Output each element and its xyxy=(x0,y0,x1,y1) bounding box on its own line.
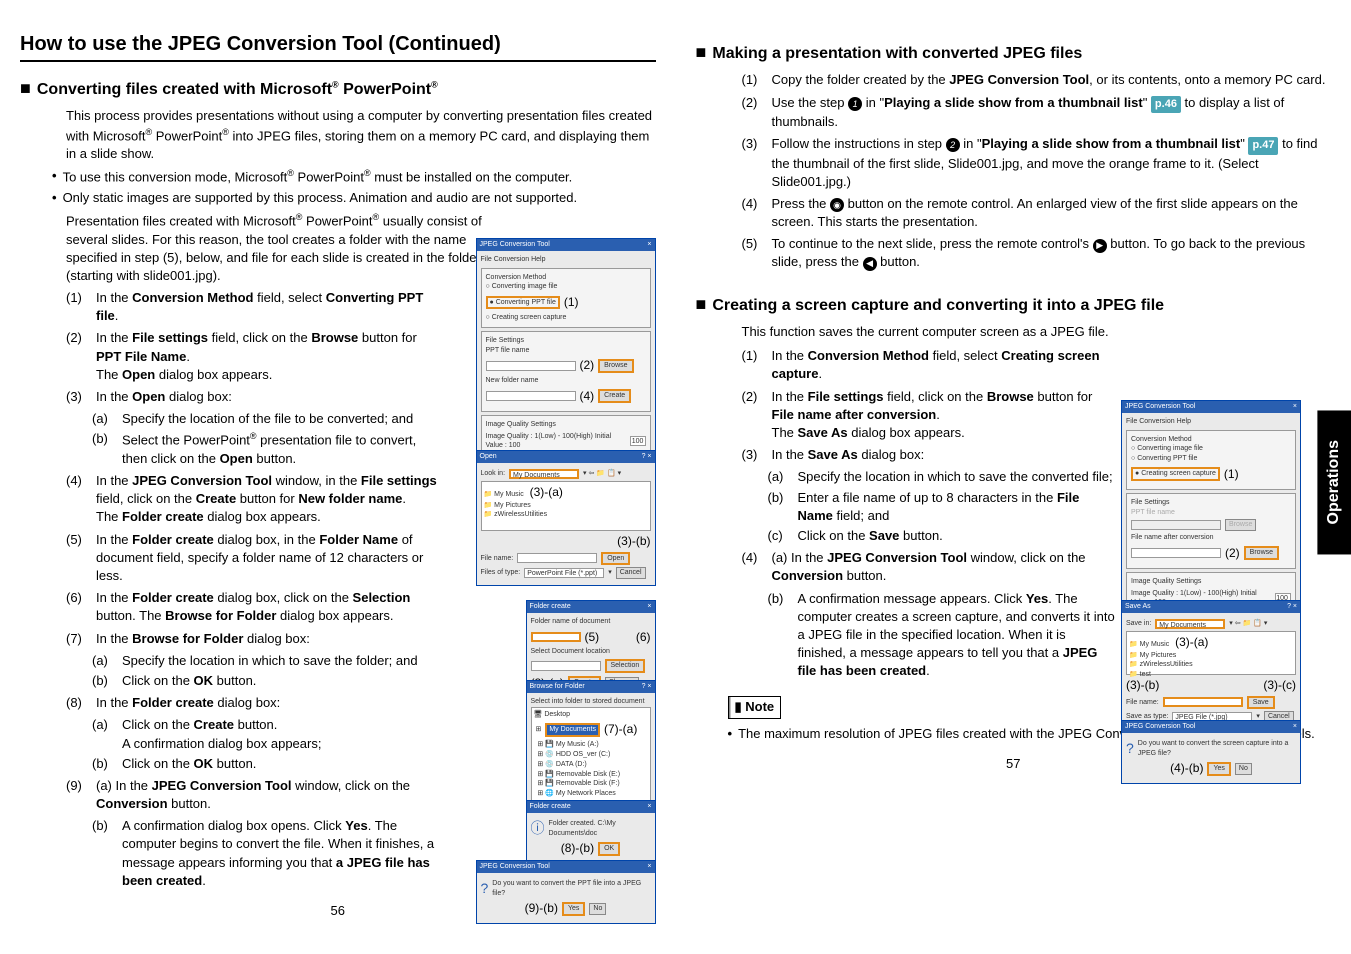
c-step-3c: (c)Click on the Save button. xyxy=(768,527,1116,545)
step-9b: (b)A confirmation dialog box opens. Clic… xyxy=(92,817,440,890)
c-step-4: (4) (a) In the JPEG Conversion Tool wind… xyxy=(742,549,1116,585)
step-6: (6) In the Folder create dialog box, cli… xyxy=(66,589,440,625)
screenshot-confirm-capture: JPEG Conversion Tool× ? Do you want to c… xyxy=(1121,720,1301,784)
left-page: How to use the JPEG Conversion Tool (Con… xyxy=(20,30,656,920)
h1-text-2: PowerPoint xyxy=(339,81,431,98)
intro-paragraph: This process provides presentations with… xyxy=(66,107,656,163)
c-step-1: (1) In the Conversion Method field, sele… xyxy=(742,347,1116,383)
c-step-2: (2) In the File settings field, click on… xyxy=(742,388,1116,443)
section-heading-capture: ■Creating a screen capture and convertin… xyxy=(696,292,1332,317)
step-7: (7) In the Browse for Folder dialog box: xyxy=(66,630,440,648)
r-step-5: (5) To continue to the next slide, press… xyxy=(742,235,1332,271)
capture-intro: This function saves the current computer… xyxy=(742,323,1332,341)
step-3a: (a)Specify the location of the file to b… xyxy=(92,410,440,428)
step-3b: (b)Select the PowerPoint® presentation f… xyxy=(92,430,440,468)
c-step-3: (3) In the Save As dialog box: xyxy=(742,446,1116,464)
r-step-3: (3) Follow the instructions in step 2 in… xyxy=(742,135,1332,191)
screenshot-save-as: Save As? × Save in: My Documents ▾ ⇦ 📁 📋… xyxy=(1121,600,1301,730)
screenshot-open-dialog: Open? × Look in: My Documents ▾ ⇦ 📁 📋 ▾ … xyxy=(476,450,656,586)
bullet-1: • To use this conversion mode, Microsoft… xyxy=(52,167,656,187)
step-8b: (b)Click on the OK button. xyxy=(92,755,440,773)
side-tab-operations: Operations xyxy=(1317,410,1351,554)
c-step-3a: (a)Specify the location in which to save… xyxy=(768,468,1116,486)
step-1: (1) In the Conversion Method field, sele… xyxy=(66,289,440,325)
step-7a: (a)Specify the location in which to save… xyxy=(92,652,440,670)
section-heading-converting: ■Converting files created with Microsoft… xyxy=(20,76,656,101)
r-step-4: (4) Press the ◉ button on the remote con… xyxy=(742,195,1332,231)
r-step-2: (2) Use the step 1 in "Playing a slide s… xyxy=(742,94,1332,132)
intro-paragraph-2: Presentation files created with Microsof… xyxy=(66,211,486,285)
bullet-2: •Only static images are supported by thi… xyxy=(52,189,656,207)
step-8: (8) In the Folder create dialog box: xyxy=(66,694,440,712)
c-step-4b: (b)A confirmation message appears. Click… xyxy=(768,590,1116,681)
c-step-3b: (b)Enter a file name of up to 8 characte… xyxy=(768,489,1116,525)
section-heading-presentation: ■Making a presentation with converted JP… xyxy=(696,40,1332,65)
r-step-1: (1) Copy the folder created by the JPEG … xyxy=(742,71,1332,89)
step-9: (9) (a) In the JPEG Conversion Tool wind… xyxy=(66,777,440,813)
step-4: (4) In the JPEG Conversion Tool window, … xyxy=(66,472,440,527)
step-2: (2) In the File settings field, click on… xyxy=(66,329,440,384)
screenshot-confirm-ppt: JPEG Conversion Tool× ? Do you want to c… xyxy=(476,860,656,924)
h1-text-1: Converting files created with Microsoft xyxy=(37,81,332,98)
screenshot-folder-created: Folder create× ⓘ Folder created. C:\My D… xyxy=(526,800,656,864)
step-8a: (a)Click on the Create button.A confirma… xyxy=(92,716,440,752)
page-title: How to use the JPEG Conversion Tool (Con… xyxy=(20,30,656,62)
step-5: (5) In the Folder create dialog box, in … xyxy=(66,531,440,586)
step-3: (3) In the Open dialog box: xyxy=(66,388,440,406)
step-7b: (b)Click on the OK button. xyxy=(92,672,440,690)
right-page: ■Making a presentation with converted JP… xyxy=(696,30,1332,920)
